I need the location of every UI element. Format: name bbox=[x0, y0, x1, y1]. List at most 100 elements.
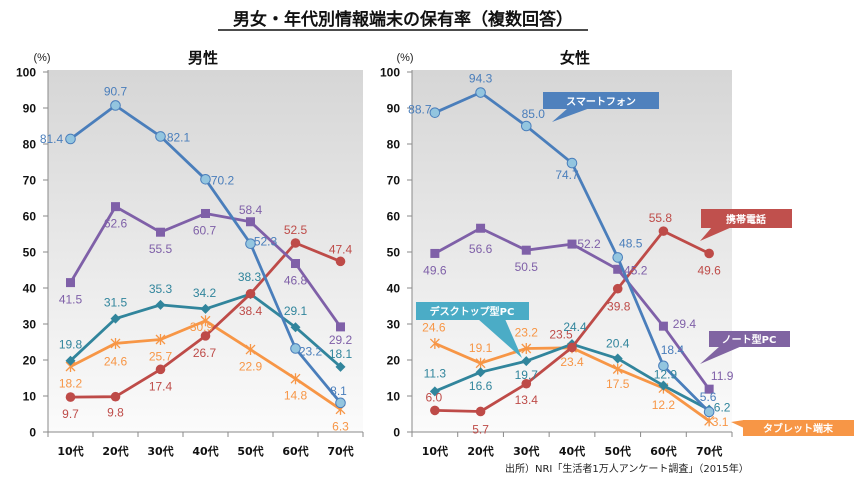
callout-box bbox=[543, 92, 659, 109]
data-point-tablet bbox=[521, 342, 532, 354]
data-point-tablet bbox=[200, 315, 211, 327]
data-label-smartphone: 90.7 bbox=[104, 84, 128, 98]
data-label-mobile-phone: 39.8 bbox=[607, 300, 631, 314]
data-label-notebook-pc: 29.2 bbox=[329, 333, 353, 347]
data-point-smartphone bbox=[245, 238, 256, 250]
callout-label: ノート型PC bbox=[722, 333, 777, 346]
x-tick-label: 50代 bbox=[237, 444, 263, 458]
data-label-mobile-phone: 26.7 bbox=[193, 346, 217, 360]
y-tick-label: 80 bbox=[387, 138, 401, 152]
data-point-desktop-pc bbox=[200, 303, 211, 314]
data-point-mobile-phone bbox=[290, 238, 301, 248]
data-point-mobile-phone bbox=[475, 406, 486, 417]
callout-desktop-pc: デスクトップ型PC bbox=[416, 302, 529, 358]
panel-title-male: 男性 bbox=[188, 49, 218, 67]
data-label-desktop-pc: 19.8 bbox=[59, 338, 83, 352]
data-label-smartphone: 74.7 bbox=[555, 168, 579, 182]
data-label-smartphone: 82.1 bbox=[167, 130, 191, 144]
data-label-smartphone: 85.0 bbox=[522, 107, 546, 121]
data-label-smartphone: 48.5 bbox=[619, 236, 643, 250]
data-label-desktop-pc: 11.3 bbox=[424, 366, 447, 380]
data-point-tablet bbox=[704, 415, 715, 427]
data-point-notebook-pc bbox=[291, 259, 300, 269]
data-label-desktop-pc: 18.1 bbox=[329, 347, 353, 361]
data-label-smartphone: 70.2 bbox=[211, 173, 235, 187]
data-label-smartphone: 23.2 bbox=[299, 344, 323, 358]
data-label-desktop-pc: 24.4 bbox=[563, 320, 587, 334]
data-point-tablet bbox=[290, 373, 301, 385]
data-label-mobile-phone: 47.4 bbox=[329, 242, 353, 256]
data-point-notebook-pc bbox=[246, 217, 255, 227]
data-point-smartphone bbox=[566, 157, 578, 169]
chart-female: 0 10 20 30 40 50 60 70 80 90 100 10代 20代 30代 40代 50代 60代… bbox=[380, 66, 734, 459]
data-label-desktop-pc: 20.4 bbox=[606, 337, 630, 351]
y-tick-label: 70 bbox=[387, 174, 401, 188]
x-tick-label: 10代 bbox=[57, 444, 83, 458]
x-tick-label: 70代 bbox=[696, 444, 722, 458]
y-tick-label: 90 bbox=[23, 102, 37, 116]
data-label-mobile-phone: 23.5 bbox=[549, 327, 573, 341]
data-label-desktop-pc: 38.3 bbox=[238, 270, 262, 284]
data-label-notebook-pc: 60.7 bbox=[193, 223, 217, 237]
data-point-notebook-pc bbox=[658, 321, 668, 331]
plot-area bbox=[412, 70, 732, 432]
data-label-mobile-phone: 55.8 bbox=[649, 211, 673, 225]
data-label-smartphone: 52.3 bbox=[254, 235, 278, 249]
data-point-smartphone bbox=[658, 360, 669, 372]
data-label-notebook-pc: 50.5 bbox=[515, 260, 539, 274]
data-point-mobile-phone bbox=[155, 364, 166, 375]
data-point-tablet bbox=[245, 344, 256, 356]
data-point-mobile-phone bbox=[245, 288, 256, 299]
y-tick-label: 40 bbox=[387, 282, 401, 296]
callout-label: タブレット端末 bbox=[763, 422, 834, 435]
data-label-notebook-pc: 56.6 bbox=[469, 242, 493, 256]
callout-tail bbox=[478, 319, 522, 358]
data-point-mobile-phone bbox=[200, 331, 211, 341]
y-unit-label-male: (%) bbox=[33, 52, 50, 64]
data-point-notebook-pc bbox=[156, 227, 165, 237]
data-label-tablet: 3.1 bbox=[712, 415, 729, 429]
data-label-notebook-pc: 62.6 bbox=[104, 217, 128, 231]
data-point-tablet bbox=[475, 357, 486, 369]
data-point-tablet bbox=[155, 333, 166, 345]
callout-tail bbox=[731, 420, 744, 428]
callout-smartphone: スマートフォン bbox=[543, 92, 659, 122]
x-tick-label: 20代 bbox=[102, 444, 128, 458]
data-label-desktop-pc: 35.3 bbox=[149, 282, 173, 296]
data-label-notebook-pc: 11.9 bbox=[711, 369, 734, 383]
data-label-mobile-phone: 17.4 bbox=[149, 379, 173, 393]
data-point-notebook-pc bbox=[430, 248, 440, 258]
data-label-smartphone: 18.4 bbox=[661, 343, 685, 357]
data-point-mobile-phone bbox=[521, 378, 532, 389]
y-tick-label: 80 bbox=[23, 138, 37, 152]
callout-box bbox=[416, 302, 529, 320]
data-point-tablet bbox=[110, 337, 121, 349]
y-tick-label: 50 bbox=[23, 246, 37, 260]
x-tick-label: 10代 bbox=[422, 444, 448, 458]
data-point-mobile-phone bbox=[567, 342, 577, 353]
y-tick-label: 50 bbox=[387, 246, 401, 260]
data-point-smartphone bbox=[429, 107, 441, 118]
callout-tail bbox=[552, 108, 590, 122]
x-tick-label: 60代 bbox=[650, 444, 676, 458]
data-label-notebook-pc: 41.5 bbox=[59, 293, 83, 307]
data-label-desktop-pc: 34.2 bbox=[193, 286, 217, 300]
y-unit-label-female: (%) bbox=[396, 52, 413, 64]
data-point-smartphone bbox=[155, 131, 166, 142]
data-point-mobile-phone bbox=[658, 226, 669, 236]
data-label-tablet: 24.6 bbox=[104, 354, 128, 368]
y-tick-label: 60 bbox=[387, 210, 401, 224]
y-tick-label: 40 bbox=[23, 282, 37, 296]
data-label-desktop-pc: 31.5 bbox=[104, 296, 128, 310]
data-label-tablet: 18.2 bbox=[59, 376, 83, 390]
x-tick-label: 40代 bbox=[559, 444, 585, 458]
data-label-desktop-pc: 6.2 bbox=[714, 401, 731, 415]
data-point-smartphone bbox=[65, 133, 76, 145]
data-label-notebook-pc: 49.6 bbox=[423, 263, 447, 277]
data-point-desktop-pc bbox=[429, 386, 440, 397]
x-tick-label: 60代 bbox=[282, 444, 308, 458]
data-label-tablet: 14.8 bbox=[284, 389, 308, 403]
data-point-desktop-pc bbox=[658, 380, 669, 391]
data-label-tablet: 23.2 bbox=[515, 325, 539, 339]
y-tick-label: 70 bbox=[23, 174, 37, 188]
